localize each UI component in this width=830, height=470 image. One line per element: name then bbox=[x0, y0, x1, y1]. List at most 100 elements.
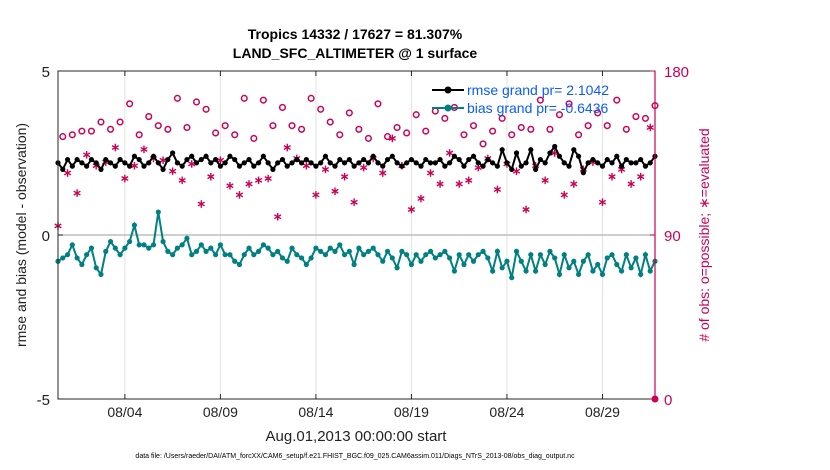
bias-point bbox=[647, 268, 653, 274]
possible-obs-marker bbox=[517, 123, 525, 132]
bias-point bbox=[64, 252, 71, 258]
rmse-point bbox=[618, 163, 625, 169]
possible-obs-marker bbox=[202, 105, 210, 113]
evaluated-obs-marker bbox=[63, 169, 72, 177]
possible-obs-marker bbox=[135, 131, 143, 139]
bias-point bbox=[84, 252, 90, 258]
asterisk-stroke bbox=[541, 177, 549, 183]
bias-point bbox=[131, 222, 138, 228]
evaluated-obs-marker bbox=[388, 134, 396, 143]
possible-obs-marker bbox=[231, 131, 239, 139]
possible-obs-marker bbox=[250, 134, 258, 142]
bias-point bbox=[533, 268, 539, 274]
rmse-point bbox=[117, 156, 123, 163]
bias-point bbox=[107, 238, 114, 245]
asterisk-stroke bbox=[254, 177, 263, 183]
asterisk-stroke bbox=[207, 174, 215, 180]
asterisk-stroke bbox=[455, 181, 463, 187]
bias-point bbox=[189, 252, 195, 258]
rmse-point bbox=[595, 160, 601, 166]
bias-point bbox=[638, 271, 644, 277]
legend: rmse grand pr= 2.1042 bias grand pr= -0.… bbox=[432, 82, 609, 116]
asterisk-stroke bbox=[264, 176, 272, 182]
x-tick-label: 08/14 bbox=[298, 404, 333, 420]
bias-point bbox=[399, 248, 405, 254]
rmse-point bbox=[380, 163, 386, 169]
rmse-point bbox=[518, 163, 524, 169]
asterisk-stroke bbox=[130, 163, 139, 169]
possible-obs-marker bbox=[584, 122, 592, 130]
x-tick-label: 08/19 bbox=[394, 404, 429, 420]
bias-point bbox=[466, 252, 472, 258]
bias-point bbox=[599, 271, 606, 277]
possible-obs-marker bbox=[278, 103, 287, 111]
bias-point bbox=[275, 248, 281, 254]
x-axis-label: Aug.01,2013 00:00:00 start bbox=[266, 428, 448, 445]
possible-obs-marker bbox=[145, 113, 153, 121]
asterisk-stroke bbox=[646, 124, 654, 130]
rmse-point bbox=[447, 160, 453, 166]
bias-point bbox=[361, 252, 367, 258]
rmse-point bbox=[318, 160, 324, 166]
possible-obs-marker bbox=[441, 114, 449, 122]
rmse-point bbox=[64, 156, 71, 163]
x-tick-label: 08/29 bbox=[585, 404, 620, 420]
possible-obs-marker bbox=[221, 122, 229, 130]
evaluated-obs-marker bbox=[207, 172, 215, 181]
possible-obs-marker bbox=[345, 109, 353, 117]
bias-point bbox=[427, 248, 434, 254]
rmse-point bbox=[174, 160, 180, 166]
bias-point bbox=[451, 268, 458, 274]
bias-point bbox=[298, 255, 305, 261]
rmse-point bbox=[590, 156, 596, 163]
y-tick-label-left: 0 bbox=[42, 228, 50, 245]
bias-point bbox=[251, 252, 257, 258]
rmse-point bbox=[298, 160, 305, 166]
rmse-point bbox=[494, 163, 500, 169]
possible-obs-marker bbox=[479, 140, 487, 148]
bias-point bbox=[112, 245, 118, 251]
rmse-point bbox=[533, 166, 539, 172]
y-tick-label-right: 90 bbox=[664, 228, 681, 245]
bias-point bbox=[322, 252, 329, 258]
series-layer bbox=[55, 143, 658, 281]
bias-point bbox=[537, 252, 543, 258]
rmse-point bbox=[131, 153, 138, 159]
evaluated-obs-marker bbox=[140, 145, 148, 154]
possible-obs-marker bbox=[307, 94, 315, 102]
bias-point bbox=[518, 258, 524, 264]
bias-point bbox=[480, 248, 486, 254]
rmse-point bbox=[356, 160, 362, 166]
legend-rmse-label: rmse grand pr= 2.1042 bbox=[467, 82, 609, 98]
rmse-point bbox=[561, 160, 567, 166]
evaluated-obs-marker bbox=[512, 167, 521, 176]
rmse-point bbox=[466, 156, 472, 163]
asterisk-stroke bbox=[340, 174, 349, 180]
possible-obs-marker bbox=[154, 122, 162, 130]
asterisk-stroke bbox=[426, 170, 435, 176]
bias-point bbox=[93, 265, 99, 271]
rmse-point bbox=[566, 163, 572, 169]
rmse-point bbox=[571, 147, 577, 153]
evaluated-obs-marker bbox=[73, 189, 81, 197]
rmse-point bbox=[547, 150, 553, 156]
evaluated-obs-marker bbox=[465, 176, 473, 185]
bias-point bbox=[222, 252, 228, 258]
chart-title-line1: Tropics 14332 / 17627 = 81.307% bbox=[248, 26, 463, 42]
bias-point bbox=[509, 275, 515, 281]
rmse-point bbox=[408, 156, 415, 163]
rmse-point bbox=[404, 160, 410, 166]
possible-obs-marker bbox=[106, 125, 115, 133]
bias-point bbox=[270, 252, 276, 258]
rmse-point bbox=[427, 160, 434, 166]
evaluated-obs-marker bbox=[274, 212, 282, 221]
bias-point bbox=[437, 252, 443, 258]
possible-obs-marker bbox=[489, 127, 497, 135]
bias-point bbox=[294, 252, 300, 258]
rmse-point bbox=[480, 163, 486, 169]
bias-point bbox=[614, 261, 620, 268]
asterisk-stroke bbox=[637, 174, 645, 180]
bias-point bbox=[69, 242, 75, 248]
possible-obs-marker bbox=[355, 125, 363, 133]
bias-point bbox=[337, 242, 343, 248]
